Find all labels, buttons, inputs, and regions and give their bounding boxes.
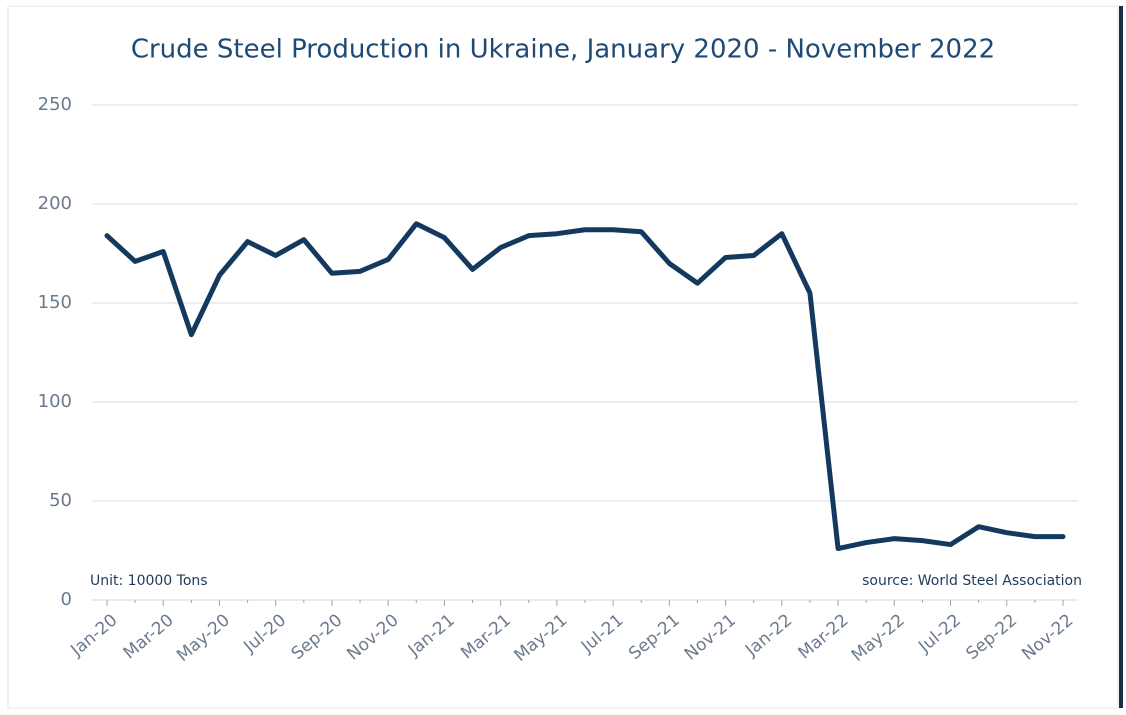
line-series [104, 221, 1066, 552]
chart-title: Crude Steel Production in Ukraine, Janua… [131, 35, 995, 65]
edge-bar [1119, 6, 1123, 708]
frame [7, 5, 1119, 709]
y-tick-label: 150 [38, 292, 72, 313]
y-tick-label: 200 [38, 193, 72, 214]
source-note: source: World Steel Association [862, 573, 1082, 589]
y-tick-label: 100 [38, 391, 72, 412]
unit-note: Unit: 10000 Tons [90, 573, 208, 589]
y-tick-label: 250 [38, 94, 72, 115]
y-tick-label: 50 [49, 490, 72, 511]
y-tick-label: 0 [61, 589, 72, 610]
